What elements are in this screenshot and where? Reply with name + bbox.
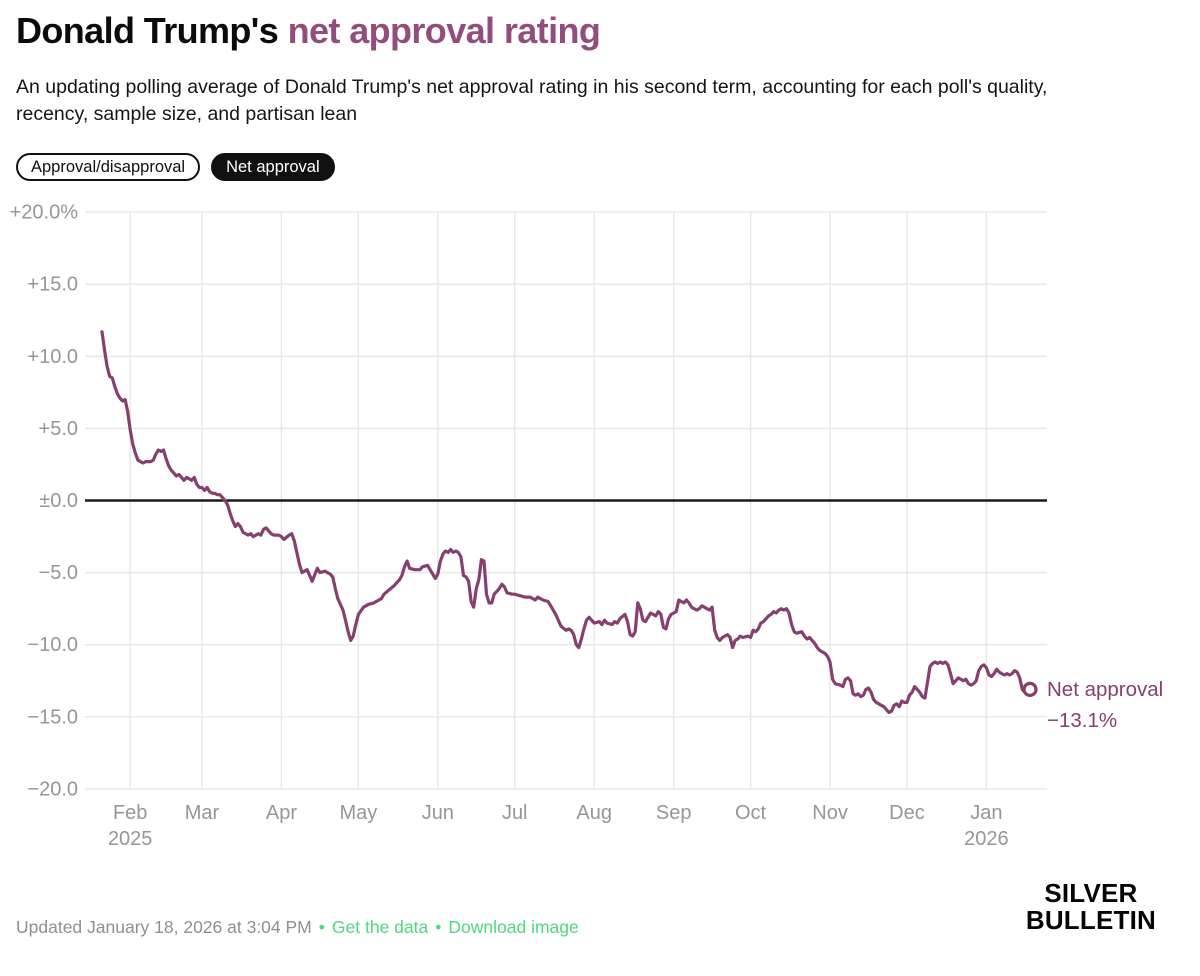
net-approval-line[interactable] xyxy=(100,330,1032,715)
separator-dot: • xyxy=(318,917,325,937)
x-tick-label: Nov xyxy=(812,802,848,824)
silver-bulletin-logo: SILVER BULLETIN xyxy=(1026,880,1156,934)
x-tick-label: Mar xyxy=(185,802,220,824)
x-tick-year-label: 2025 xyxy=(108,828,153,850)
y-tick-label: ±0.0 xyxy=(39,490,78,512)
x-tick-label: Dec xyxy=(889,802,925,824)
chart-subtitle: An updating polling average of Donald Tr… xyxy=(16,76,1048,125)
logo-line-2: BULLETIN xyxy=(1025,905,1156,935)
x-tick-label: Jan xyxy=(970,802,1002,824)
y-tick-label: −20.0 xyxy=(27,778,78,800)
download-image-link[interactable]: Download image xyxy=(448,917,579,937)
end-label-series-name: Net approval xyxy=(1047,678,1163,701)
logo-line-1: SILVER xyxy=(1044,878,1138,908)
y-tick-label: −15.0 xyxy=(27,706,78,728)
y-tick-label: +20.0% xyxy=(10,202,79,224)
latest-value-marker[interactable] xyxy=(1022,681,1038,698)
title-accent: net approval rating xyxy=(287,10,601,51)
x-tick-label: Jul xyxy=(502,802,528,824)
separator-dot: • xyxy=(435,917,442,937)
toggle-net-approval[interactable]: Net approval xyxy=(211,153,335,181)
x-tick-label: Aug xyxy=(576,802,612,824)
page-title: Donald Trump's net approval rating xyxy=(16,10,601,52)
chart-series xyxy=(100,330,1038,715)
toggle-approval-disapproval[interactable]: Approval/disapproval xyxy=(16,153,201,181)
x-tick-year-label: 2026 xyxy=(964,828,1009,850)
updated-timestamp: Updated January 18, 2026 at 3:04 PM xyxy=(16,917,312,937)
y-tick-label: +10.0 xyxy=(27,346,78,368)
x-tick-label: Jun xyxy=(422,802,454,824)
y-tick-label: +15.0 xyxy=(27,274,78,296)
x-tick-label: Feb xyxy=(113,802,147,824)
chart-gridlines xyxy=(85,211,1047,790)
title-plain: Donald Trump's xyxy=(16,10,288,51)
y-tick-label: +5.0 xyxy=(39,418,78,440)
chart-axis-labels: +20.0% +15.0 +10.0 +5.0 ±0.0 −5.0 −10.0 −15.0 −2… xyxy=(10,202,1009,850)
y-tick-label: −10.0 xyxy=(27,634,78,656)
y-tick-label: −5.0 xyxy=(39,562,78,584)
get-the-data-link[interactable]: Get the data xyxy=(331,917,429,937)
chart-end-label: Net approval −13.1% xyxy=(1047,678,1163,732)
x-tick-label: Apr xyxy=(266,802,297,824)
chart-mode-toggles: Approval/disapproval Net approval xyxy=(16,153,335,181)
x-tick-label: May xyxy=(339,802,377,824)
end-label-value: −13.1% xyxy=(1047,709,1117,732)
footer: Updated January 18, 2026 at 3:04 PM • Ge… xyxy=(16,917,579,938)
x-tick-label: Sep xyxy=(656,802,692,824)
x-tick-label: Oct xyxy=(735,802,767,824)
